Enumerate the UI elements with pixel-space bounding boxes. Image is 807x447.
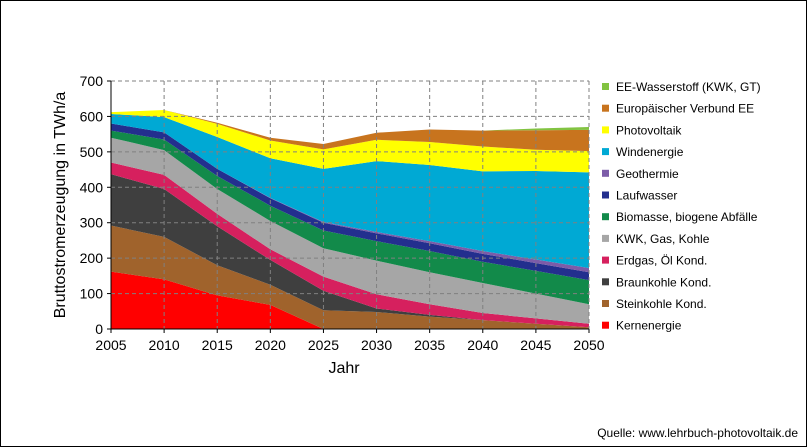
y-tick-label: 300 <box>80 215 104 231</box>
y-tick-labels: 0 100 200 300 400 500 600 700 <box>80 73 104 337</box>
legend-label: Photovoltaik <box>616 123 682 137</box>
legend-swatch <box>602 169 609 177</box>
y-axis-title: Bruttostromerzeugung in TWh/a <box>52 92 69 319</box>
legend-label: Laufwasser <box>616 189 677 203</box>
legend-label: Erdgas, Öl Kond. <box>616 254 707 268</box>
legend-label: Steinkohle Kond. <box>616 297 707 311</box>
area-laufwasser <box>111 123 589 281</box>
area-erdgas-öl-kond <box>111 162 589 328</box>
legend-swatch <box>602 213 609 221</box>
legend-swatch <box>602 300 609 307</box>
area-kwk-gas-kohle <box>111 137 589 324</box>
legend-label: KWK, Gas, Kohle <box>616 232 710 246</box>
legend-swatch <box>602 321 609 329</box>
x-tick-label: 2030 <box>361 337 392 353</box>
y-tick-label: 700 <box>80 73 104 89</box>
area-braunkohle-kond <box>111 174 589 328</box>
legend-swatch <box>602 191 609 199</box>
legend-swatch <box>602 83 609 90</box>
x-tick-label: 2005 <box>95 337 126 353</box>
legend-label: Braunkohle Kond. <box>616 275 711 289</box>
legend-swatch <box>602 148 609 156</box>
x-tick-label: 2035 <box>414 337 445 353</box>
x-tick-label: 2015 <box>202 337 233 353</box>
legend-label: Windenergie <box>616 145 684 159</box>
x-tick-label: 2025 <box>308 337 339 353</box>
x-tick-label: 2040 <box>467 337 498 353</box>
y-tick-label: 0 <box>95 321 103 337</box>
legend-swatch <box>602 256 609 264</box>
grid-lines <box>111 80 590 329</box>
legend-label: EE-Wasserstoff (KWK, GT) <box>616 80 761 94</box>
area-kernenergie <box>111 271 589 329</box>
area-europäischer-verbund-ee <box>111 110 589 152</box>
area-biomasse-biogene-abfälle <box>111 130 589 305</box>
legend: EE-Wasserstoff (KWK, GT) Europäischer Ver… <box>602 80 761 333</box>
legend-label: Geothermie <box>616 167 679 181</box>
y-tick-label: 500 <box>80 144 104 160</box>
y-tick-label: 600 <box>80 108 104 124</box>
x-axis-title: Jahr <box>328 360 360 377</box>
legend-label: Kernenergie <box>616 319 682 333</box>
area-windenergie <box>111 113 589 269</box>
x-tick-label: 2020 <box>255 337 286 353</box>
legend-swatch <box>602 126 609 134</box>
x-tick-labels: 2005 2010 2015 2020 2025 2030 2035 2040 2045 2050 <box>95 337 604 353</box>
y-tick-label: 400 <box>80 179 104 195</box>
area-steinkohle-kond <box>111 225 589 329</box>
legend-swatch <box>602 278 609 286</box>
legend-label: Biomasse, biogene Abfälle <box>616 210 758 224</box>
legend-swatch <box>602 234 609 242</box>
source-credit: Quelle: www.lehrbuch-photovoltaik.de <box>597 426 798 440</box>
legend-label: Europäischer Verbund EE <box>616 102 754 116</box>
area-photovoltaik <box>111 110 589 173</box>
x-tick-label: 2010 <box>149 337 180 353</box>
x-tick-label: 2045 <box>520 337 551 353</box>
legend-swatch <box>602 104 609 112</box>
area-series-group <box>111 110 589 329</box>
y-tick-label: 100 <box>80 286 104 302</box>
x-tick-label: 2050 <box>573 337 604 353</box>
y-tick-label: 200 <box>80 250 104 266</box>
axes <box>107 80 590 333</box>
